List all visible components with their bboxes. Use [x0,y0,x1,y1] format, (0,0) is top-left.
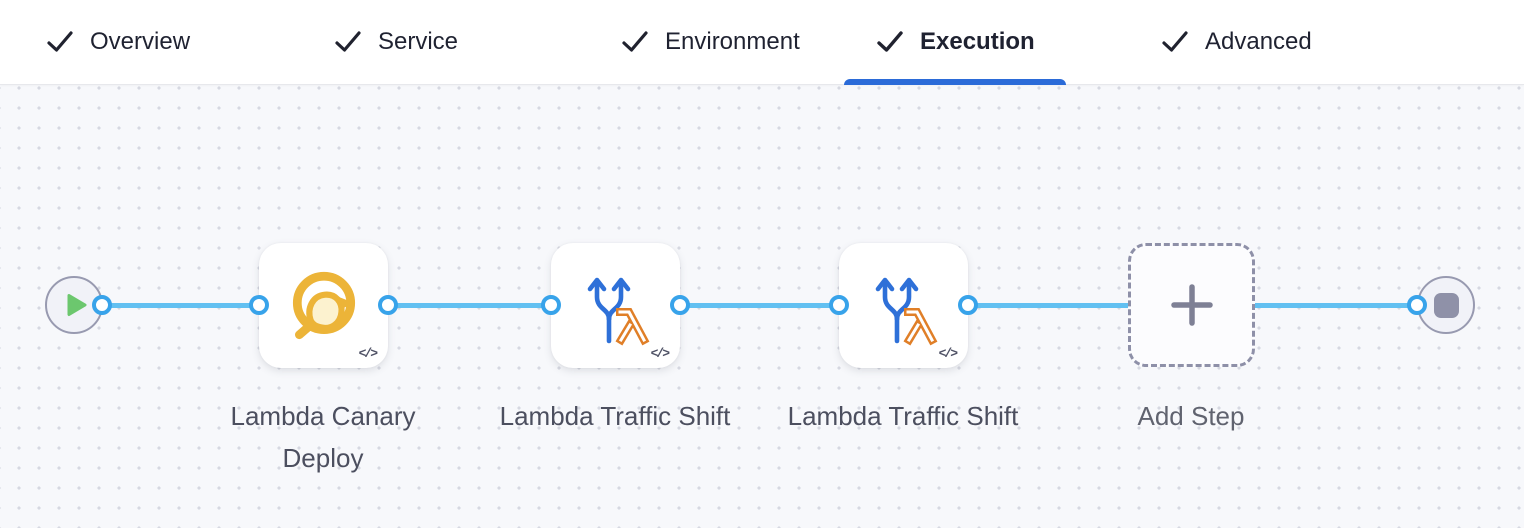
connector-edge [388,303,551,308]
check-icon [1160,27,1190,57]
connector-port [669,295,690,315]
lambda-traffic-shift-icon [578,267,654,347]
canary-deploy-icon [286,268,362,344]
tab-service[interactable]: Service [302,0,489,84]
connector-edge [968,303,1128,308]
tab-label: Advanced [1205,28,1312,55]
pipeline-end-node [1417,276,1475,334]
connector-port [540,295,561,315]
code-badge: </> [650,346,670,361]
lambda-traffic-shift-icon [866,267,942,347]
step-card-lambda-traffic-shift-1[interactable]: </> [551,243,680,368]
tab-overview[interactable]: Overview [14,0,221,84]
connector-port [1406,295,1427,315]
connector-port [957,295,978,315]
tab-execution[interactable]: Execution [844,0,1066,85]
tab-label: Environment [665,28,800,55]
pipeline-canvas[interactable]: </> </> [0,85,1524,528]
step-card-lambda-canary-deploy[interactable]: </> [259,243,388,368]
connector-port [377,295,398,315]
code-badge: </> [358,346,378,361]
connector-edge [102,303,259,308]
step-card-lambda-traffic-shift-2[interactable]: </> [839,243,968,368]
check-icon [333,27,363,57]
check-icon [620,27,650,57]
play-icon [66,292,88,318]
step-label: Lambda Traffic Shift [787,401,1019,431]
step-tabbar: Overview Service Environment Execution A… [0,0,1524,85]
add-step-button[interactable] [1128,243,1255,367]
connector-edge [1255,303,1417,308]
check-icon [45,27,75,57]
connector-port [248,295,269,315]
connector-edge [680,303,839,308]
tab-label: Service [378,28,459,55]
code-badge: </> [938,346,958,361]
add-step-label: Add Step [1137,401,1245,431]
connector-port [91,295,112,315]
connector-port [828,295,849,315]
tab-advanced[interactable]: Advanced [1129,0,1343,84]
step-label: Lambda Canary Deploy [230,401,416,473]
check-icon [875,27,905,57]
step-label: Lambda Traffic Shift [499,401,731,431]
tab-label: Execution [920,28,1035,55]
stop-icon [1433,292,1459,318]
tab-label: Overview [90,28,191,55]
tab-environment[interactable]: Environment [589,0,831,84]
plus-icon [1168,281,1216,329]
